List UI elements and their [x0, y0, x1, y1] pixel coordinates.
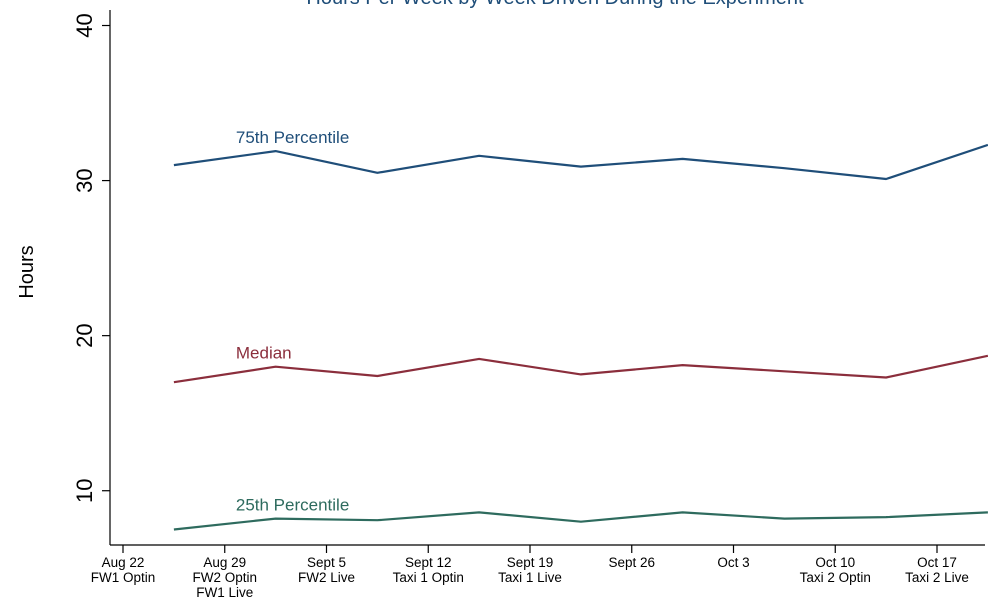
x-tick-label-line: FW2 Optin: [192, 570, 257, 585]
series-label: 75th Percentile: [236, 128, 349, 147]
x-tick-label-line: Oct 17: [917, 555, 957, 570]
series-line: [173, 511, 988, 531]
series-layer: 75th Percentile Median 25th Percentile: [173, 128, 988, 531]
x-tick-label-line: Aug 29: [203, 555, 246, 570]
x-tick-label: Sept 19 Taxi 1 Live: [498, 555, 562, 585]
x-tick-label-line: Sept 19: [507, 555, 554, 570]
y-tick-label: 20: [72, 323, 97, 347]
x-tick-label-line: Aug 22: [102, 555, 145, 570]
x-tick-label-line: Oct 10: [815, 555, 855, 570]
x-tick-label: Oct 3: [717, 555, 749, 570]
x-tick-label: Sept 5 FW2 Live: [298, 555, 355, 585]
y-tick-label: 10: [72, 478, 97, 502]
x-tick-label-line: Oct 3: [717, 555, 749, 570]
x-tick-label-line: FW1 Optin: [91, 570, 156, 585]
y-tick-label: 40: [72, 13, 97, 37]
series-label: 25th Percentile: [236, 496, 349, 515]
y-tick-label: 30: [72, 168, 97, 192]
x-tick-label-line: Sept 5: [307, 555, 346, 570]
x-tick-label: Oct 17 Taxi 2 Live: [905, 555, 969, 585]
x-tick-label: Sept 12 Taxi 1 Optin: [393, 555, 464, 585]
x-tick-label-line: FW2 Live: [298, 570, 355, 585]
y-axis-label: Hours: [16, 245, 38, 298]
x-tick-label-line: Taxi 2 Live: [905, 570, 969, 585]
x-tick-label: Aug 29 FW2 Optin FW1 Live: [192, 555, 257, 600]
x-tick-label-line: Sept 26: [608, 555, 655, 570]
x-tick-label-line: Taxi 1 Optin: [393, 570, 464, 585]
chart-title: Hours Per Week by Week Driven During the…: [306, 0, 804, 9]
series-line: [173, 354, 988, 384]
x-tick-label-line: Taxi 1 Live: [498, 570, 562, 585]
series-line: [173, 143, 988, 181]
x-tick-label-line: FW1 Live: [196, 585, 253, 600]
x-tick-label: Aug 22 FW1 Optin: [91, 555, 156, 585]
x-tick-label: Sept 26: [608, 555, 655, 570]
x-tick-label: Oct 10 Taxi 2 Optin: [800, 555, 871, 585]
x-tick-label-line: Sept 12: [405, 555, 452, 570]
x-tick-label-line: Taxi 2 Optin: [800, 570, 871, 585]
series-label: Median: [236, 344, 292, 363]
